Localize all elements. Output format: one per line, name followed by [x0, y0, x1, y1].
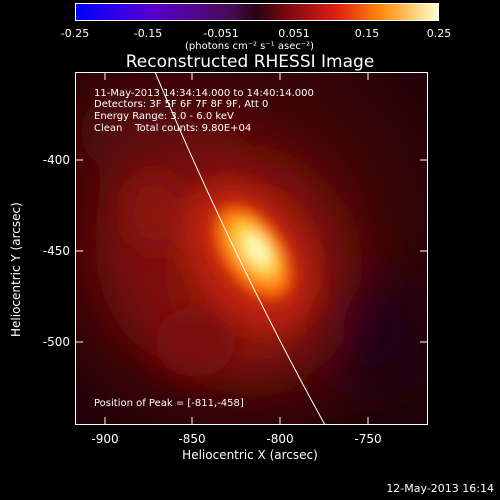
x-tick-label: -850 [178, 432, 206, 446]
x-tick-label: -800 [266, 432, 294, 446]
colorbar-tick: 0.25 [426, 27, 452, 40]
y-tick-label: -500 [42, 335, 70, 349]
colorbar [75, 3, 439, 21]
colorbar-tick: -0.15 [133, 27, 163, 40]
rhessi-image [75, 72, 428, 425]
y-tick-label: -450 [42, 244, 70, 258]
colorbar-tick: -0.25 [60, 27, 90, 40]
colorbar-tick: 0.15 [354, 27, 380, 40]
y-axis-label: Heliocentric Y (arcsec) [9, 202, 23, 337]
x-axis-label: Heliocentric X (arcsec) [182, 448, 318, 462]
solar-limb-line [154, 72, 326, 425]
plot-title: Reconstructed RHESSI Image [125, 52, 375, 72]
info-detectors: Detectors: 3F 5F 6F 7F 8F 9F, Att 0 [94, 99, 269, 110]
colorbar-tick: -0.051 [203, 27, 239, 40]
y-tick-label: -400 [42, 153, 70, 167]
peak-position: Position of Peak = [-811,-458] [94, 398, 244, 409]
timestamp: 12-May-2013 16:14 [386, 482, 494, 495]
info-time-range: 11-May-2013 14:34:14.000 to 14:40:14.000 [94, 88, 314, 99]
colorbar-tick: 0.051 [278, 27, 310, 40]
x-tick-label: -750 [354, 432, 382, 446]
info-counts: Clean Total counts: 9.80E+04 [94, 123, 252, 134]
x-tick-label: -900 [91, 432, 119, 446]
colorbar-units: (photons cm⁻² s⁻¹ asec⁻²) [185, 41, 315, 52]
info-energy-range: Energy Range: 3.0 - 6.0 keV [94, 111, 234, 122]
